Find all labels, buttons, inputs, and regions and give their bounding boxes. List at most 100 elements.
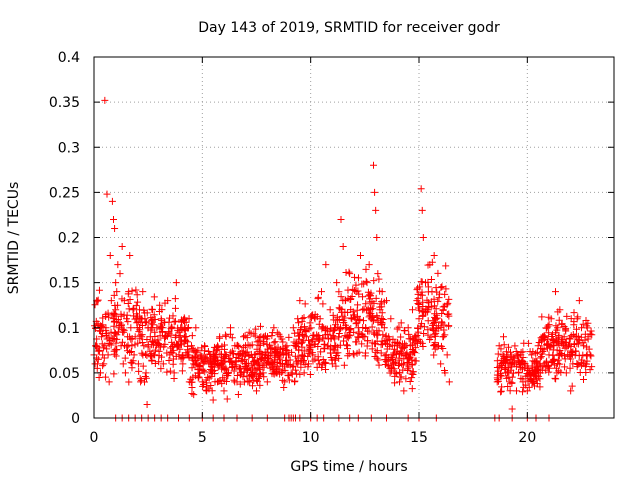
data-point [384, 362, 392, 370]
data-point [110, 310, 118, 318]
data-point [331, 324, 338, 332]
data-point [235, 351, 243, 359]
data-point [242, 360, 250, 368]
data-point [209, 358, 217, 366]
data-point [304, 336, 312, 344]
data-point [207, 382, 215, 390]
data-point [321, 359, 329, 367]
data-point [430, 252, 438, 260]
data-point [531, 372, 539, 380]
data-point [378, 303, 386, 311]
data-point [525, 383, 533, 391]
data-point [335, 315, 343, 323]
data-point [309, 357, 317, 365]
data-point [144, 324, 152, 332]
data-point [107, 328, 115, 336]
data-point [252, 325, 260, 333]
data-point [438, 283, 446, 291]
data-point [239, 373, 247, 381]
data-point [344, 286, 352, 294]
data-point [309, 336, 317, 344]
data-point [373, 312, 381, 320]
data-point [579, 339, 587, 347]
data-point [251, 332, 259, 340]
y-tick-label: 0.4 [58, 50, 80, 66]
data-point [441, 290, 449, 298]
data-point [246, 342, 254, 350]
data-point [129, 306, 137, 314]
data-point [348, 315, 356, 323]
data-point [113, 335, 121, 343]
data-point [380, 324, 388, 332]
data-point [366, 292, 374, 300]
data-point [404, 358, 412, 366]
data-point [97, 327, 105, 335]
data-point [501, 366, 509, 374]
data-point [567, 387, 575, 395]
data-point [125, 288, 133, 296]
data-point [343, 341, 351, 349]
data-point [406, 342, 414, 350]
data-point [353, 338, 361, 346]
data-point [315, 360, 323, 368]
data-point [93, 343, 101, 351]
data-point [292, 366, 300, 374]
data-point [95, 373, 103, 381]
data-point [514, 352, 522, 360]
data-point [378, 320, 386, 328]
data-point [102, 373, 110, 381]
data-point [220, 387, 228, 395]
data-point [495, 342, 503, 350]
data-point [417, 278, 425, 286]
data-point [183, 351, 191, 359]
data-point [168, 324, 176, 332]
data-point [426, 336, 434, 344]
data-point [101, 96, 109, 104]
data-point [411, 333, 419, 341]
data-point [413, 297, 421, 305]
data-point [178, 352, 186, 360]
data-point [214, 378, 221, 386]
data-point [508, 405, 516, 413]
data-point [508, 379, 516, 387]
data-point [347, 306, 355, 314]
data-point [378, 288, 386, 296]
data-point [494, 377, 502, 385]
data-point [375, 275, 383, 283]
data-point [222, 351, 230, 359]
data-point [228, 363, 236, 371]
data-point [445, 322, 453, 330]
data-point [188, 383, 196, 391]
data-point [100, 360, 108, 368]
data-point [272, 369, 280, 377]
data-point [329, 311, 337, 319]
data-point [206, 365, 214, 373]
data-point [317, 348, 325, 356]
data-point [563, 312, 571, 320]
data-point [271, 345, 279, 353]
data-point [406, 378, 414, 386]
data-point [123, 311, 131, 319]
data-point [381, 356, 389, 364]
data-point [367, 305, 375, 313]
data-point [336, 341, 344, 349]
data-point [570, 309, 578, 317]
data-point [443, 310, 451, 318]
data-point [518, 357, 526, 365]
data-point [428, 298, 436, 306]
data-point [128, 359, 136, 367]
data-point [196, 351, 204, 359]
data-point [391, 369, 399, 377]
data-point [182, 337, 190, 345]
data-point [537, 353, 545, 361]
data-point [414, 290, 422, 298]
data-point [224, 369, 232, 377]
data-point [393, 325, 401, 333]
data-point [521, 360, 529, 368]
data-point [141, 373, 149, 381]
data-point [431, 302, 439, 310]
data-point [126, 252, 134, 260]
data-point [420, 329, 428, 337]
data-point [134, 360, 142, 368]
